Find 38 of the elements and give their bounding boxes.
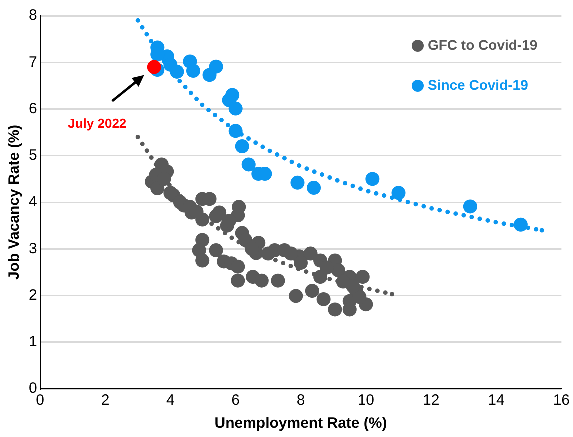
- point: [366, 172, 380, 186]
- x-tick-label: 8: [296, 392, 306, 410]
- y-tick-label: 2: [29, 286, 38, 304]
- point: [307, 181, 322, 196]
- point: [170, 64, 184, 79]
- y-tick-label: 5: [29, 147, 38, 164]
- x-tick-label: 2: [101, 392, 110, 410]
- point: [463, 200, 478, 214]
- y-tick-label: 7: [29, 54, 38, 71]
- x-tick-label: 16: [553, 392, 570, 410]
- legend-label: Since Covid-19: [428, 76, 529, 93]
- annotation: July 2022: [68, 116, 127, 131]
- point: [228, 124, 243, 138]
- point: [209, 60, 224, 74]
- x-tick-label: 6: [232, 392, 240, 410]
- point: [540, 228, 544, 233]
- y-tick-label: 0: [29, 380, 38, 398]
- y-tick-label: 8: [29, 7, 38, 24]
- point: [390, 292, 394, 297]
- x-tick-label: 4: [166, 392, 175, 410]
- point: [392, 186, 406, 200]
- point: [242, 158, 256, 172]
- legend-label: GFC to Covid-19: [428, 36, 538, 53]
- x-tick-label: 10: [358, 392, 375, 410]
- point: [514, 218, 528, 232]
- y-axis-title: Job Vacancy Rate (%): [6, 124, 24, 280]
- y-tick-label: 6: [29, 100, 38, 118]
- y-tick-label: 1: [29, 334, 38, 351]
- point: [235, 140, 250, 154]
- y-tick-label: 3: [29, 240, 38, 258]
- point: [228, 102, 243, 116]
- point: [290, 176, 305, 190]
- x-tick-label: 14: [488, 392, 505, 410]
- point: [186, 64, 200, 78]
- y-tick-label: 4: [29, 194, 38, 211]
- x-tick-label: 12: [422, 392, 440, 410]
- point: [147, 60, 162, 74]
- x-axis-title: Unemployment Rate (%): [214, 415, 388, 432]
